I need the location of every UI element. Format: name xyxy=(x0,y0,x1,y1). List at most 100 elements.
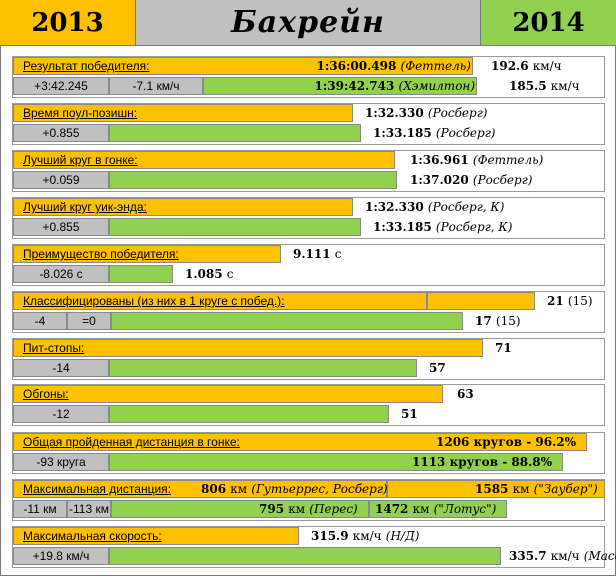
diff-cell xyxy=(13,265,109,283)
section-pole-time: Время поул-позишн: 1:32.330 (Росберг) +0… xyxy=(12,103,605,145)
section-total-distance: Общая пройденная дистанция в гонке: 1206… xyxy=(12,432,605,474)
value-2014: 1:37.020 (Росберг) xyxy=(410,173,533,187)
row-label: Максимальная скорость: xyxy=(23,529,162,543)
section-fastest-lap: Лучший круг в гонке: 1:36.961 (Феттель) … xyxy=(12,150,605,192)
row-label: Общая пройденная дистанция в гонке: xyxy=(23,435,240,449)
value-2013: 1206 кругов - 96.2% xyxy=(436,435,576,449)
section-pit-stops: Пит-стопы: 71 -14 57 xyxy=(12,338,605,380)
bar-2013 xyxy=(13,385,443,403)
value-2014: 1.085 с xyxy=(185,267,234,281)
bar-2013-driver xyxy=(13,480,387,498)
year-2013-header: 2013 xyxy=(0,0,136,46)
diff-speed: -7.1 км/ч xyxy=(132,79,180,93)
value-2014: 17 (15) xyxy=(475,314,521,328)
diff-lead-lap: =0 xyxy=(82,314,96,328)
diff-cell xyxy=(13,500,67,518)
row-label: Время поул-позишн: xyxy=(23,106,138,120)
row-label: Лучший круг в гонке: xyxy=(23,153,138,167)
diff-cell xyxy=(13,405,109,423)
value-2013: 9.111 с xyxy=(293,247,342,261)
diff-cell xyxy=(13,359,109,377)
diff-cell xyxy=(13,171,109,189)
row-label: Результат победителя: xyxy=(23,59,150,73)
diff-cell xyxy=(13,312,67,330)
row-label: Лучший круг уик-энда: xyxy=(23,200,147,214)
page-title: Бахрейн xyxy=(136,0,480,46)
bar-2014 xyxy=(109,124,361,142)
bar-2013-sub xyxy=(427,292,535,310)
bar-2013 xyxy=(13,527,299,545)
bar-2014 xyxy=(109,265,173,283)
value-2013: 1:36:00.498 (Феттель) xyxy=(316,59,472,73)
row-label: Максимальная дистанция: xyxy=(23,482,171,496)
bar-2013 xyxy=(13,292,427,310)
value-2014-driver: 795 км (Перес) xyxy=(259,502,358,516)
diff-team: -113 км xyxy=(69,502,109,516)
year-2014-header: 2014 xyxy=(480,0,616,46)
diff-cell xyxy=(67,500,111,518)
value-2013: 1:32.330 (Росберг, К) xyxy=(365,200,505,214)
row-label: Обгоны: xyxy=(23,387,69,401)
bar-2014 xyxy=(109,453,563,471)
section-weekend-best-lap: Лучший круг уик-энда: 1:32.330 (Росберг,… xyxy=(12,197,605,239)
value-2013: 21 (15) xyxy=(547,294,593,308)
bar-2014 xyxy=(109,218,361,236)
diff-cell xyxy=(13,547,109,565)
value-2014: 1:39:42.743 (Хэмилтон) xyxy=(314,79,475,93)
value-2014-team: 1472 км ("Лотус") xyxy=(375,502,497,516)
bar-2014-driver xyxy=(111,500,369,518)
section-max-speed: Максимальная скорость: 315.9 км/ч (Н/Д) … xyxy=(12,526,616,568)
bar-2013 xyxy=(13,339,483,357)
value-2014: 51 xyxy=(401,407,418,421)
diff-value: +0.855 xyxy=(42,126,80,140)
bar-2013 xyxy=(13,198,353,216)
diff-value: +0.855 xyxy=(42,220,80,234)
diff-cell xyxy=(13,453,109,471)
diff-cell xyxy=(13,77,109,95)
diff-value: -14 xyxy=(52,361,70,375)
row-label: Преимущество победителя: xyxy=(23,247,179,261)
diff-value: -93 круга xyxy=(36,455,86,469)
diff-value: +19.8 км/ч xyxy=(32,549,90,563)
value-2014: 335.7 км/ч (Масса) xyxy=(509,549,616,563)
value-2013: 1:32.330 (Росберг) xyxy=(365,106,488,120)
diff-cell xyxy=(13,124,109,142)
speed-2014: 185.5 км/ч xyxy=(509,79,580,93)
bar-2014 xyxy=(111,312,463,330)
value-2013: 63 xyxy=(457,387,474,401)
section-classified: Классифицированы (из них в 1 круге с поб… xyxy=(12,291,605,333)
section-max-distance: Максимальная дистанция: 806 км (Гутьерре… xyxy=(12,479,605,521)
speed-2013: 192.6 км/ч xyxy=(491,59,562,73)
diff-value: -12 xyxy=(52,407,70,421)
diff-total: -4 xyxy=(34,314,46,328)
section-winner-result: Результат победителя: 1:36:00.498 (Фетте… xyxy=(12,56,605,98)
value-2014: 57 xyxy=(429,361,446,375)
value-2013: 315.9 км/ч (Н/Д) xyxy=(311,529,420,543)
value-2014: 1113 кругов - 88.8% xyxy=(412,455,552,469)
bar-2013 xyxy=(13,433,587,451)
diff-cell xyxy=(67,312,111,330)
value-2014: 1:33.185 (Росберг, К) xyxy=(373,220,513,234)
row-label: Пит-стопы: xyxy=(23,341,85,355)
bar-2014 xyxy=(203,77,477,95)
bar-2014 xyxy=(109,171,397,189)
diff-value: -8.026 с xyxy=(39,267,83,281)
value-2013: 1:36.961 (Феттель) xyxy=(410,153,544,167)
section-winner-margin: Преимущество победителя: 9.111 с -8.026 … xyxy=(12,244,605,286)
bar-2013 xyxy=(13,151,395,169)
value-2013-team: 1585 км ("Заубер") xyxy=(475,482,598,496)
bar-2013 xyxy=(13,245,281,263)
row-label: Классифицированы (из них в 1 круге с поб… xyxy=(23,294,285,308)
diff-cell xyxy=(109,77,203,95)
diff-driver: -11 км xyxy=(23,502,57,516)
diff-value: +0.059 xyxy=(42,173,80,187)
bar-2014 xyxy=(109,547,501,565)
diff-time: +3:42.245 xyxy=(34,79,88,93)
diff-cell xyxy=(13,218,109,236)
bar-2014 xyxy=(109,405,389,423)
bar-2013 xyxy=(13,57,473,75)
bar-2014-team xyxy=(369,500,507,518)
section-overtakes: Обгоны: 63 -12 51 xyxy=(12,384,605,426)
value-2013: 71 xyxy=(495,341,512,355)
bar-2014 xyxy=(109,359,417,377)
